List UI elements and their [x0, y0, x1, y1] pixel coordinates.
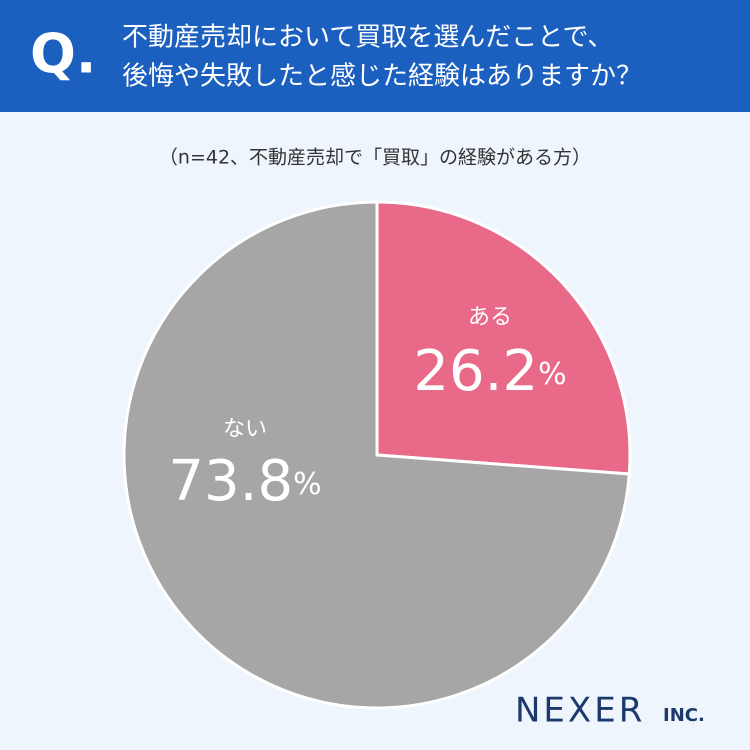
slice-label: ある — [468, 305, 512, 330]
logo-suffix: INC. — [663, 705, 705, 726]
header-band — [0, 0, 750, 112]
pie-slice — [122, 200, 631, 710]
title-line: 不動産売却において買取を選んだことで、 — [122, 23, 613, 53]
q-mark: Q. — [30, 23, 96, 86]
value-label: 73.8% — [168, 449, 321, 514]
pie: ある 26.2% ない 73.8% — [122, 200, 632, 710]
value-label: 26.2% — [413, 339, 566, 404]
slice-label: ない — [223, 417, 267, 442]
title-line: 後悔や失敗したと感じた経験はありますか？ — [122, 62, 642, 92]
pie-slice — [375, 200, 632, 476]
logo: NEXER — [515, 691, 645, 731]
subtitle: （n=42、不動産売却で「買取」の経験がある方） — [159, 147, 591, 169]
